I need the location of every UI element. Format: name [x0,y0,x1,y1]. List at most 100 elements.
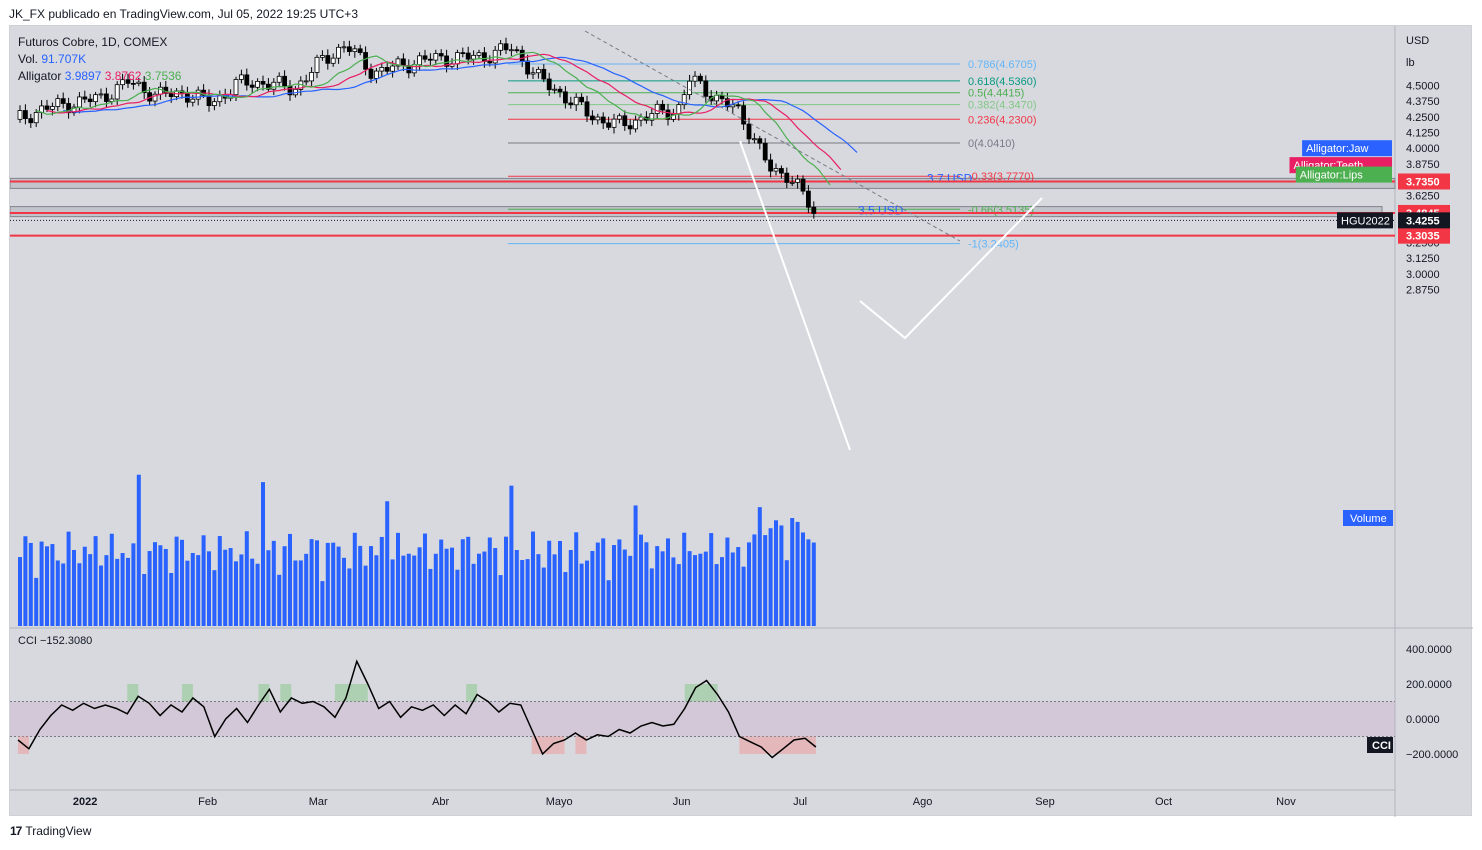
candle-body [168,93,174,97]
usd-annotation: 3.7 USD [927,171,973,185]
candle-body [757,138,763,144]
volume-bar [736,547,741,626]
volume-bar [153,542,157,626]
volume-bar [309,539,314,626]
volume-bar [509,485,514,626]
indicator-tag: Alligator:Jaw [1306,143,1368,155]
volume-bar [223,549,228,626]
candle-body [373,70,379,79]
volume-bar [261,482,265,626]
volume-bar [298,560,303,626]
candle-body [422,55,428,60]
candle-body [141,81,147,94]
cci-overbought-shade [334,684,346,702]
cci-band [10,701,1395,737]
volume-bar [725,537,730,626]
volume-bar [93,536,98,626]
candle-body [314,56,320,73]
candle-body [606,122,611,128]
cci-oversold-shade [542,736,554,754]
candle-body [649,113,655,121]
volume-bar [352,532,357,626]
symbol-tag: HGU2022 [1341,215,1390,227]
volume-bar [126,557,130,626]
cci-overbought-shade [706,684,718,702]
time-tick-label: 2022 [73,796,97,808]
candle-body [249,84,255,88]
volume-bar [293,560,298,626]
candle-body [611,118,617,128]
candle-body [77,96,82,108]
volume-bar [574,532,579,626]
volume-bar [595,542,600,626]
time-tick-label: Ago [913,796,933,808]
level-price-tag: 3.3035 [1398,227,1450,244]
symbol-tag-bg [1337,212,1393,229]
volume-bar [606,580,611,626]
candle-body [779,168,784,174]
volume-bar [617,539,622,626]
candle-body [233,79,239,96]
volume-bar [342,557,346,626]
volume-bar [250,558,255,626]
volume-bar [82,546,87,626]
candle-body [368,68,374,79]
volume-bar [633,505,638,626]
cci-oversold-shade [575,736,587,754]
cci-overbought-shade [466,684,478,702]
candle-body [114,84,120,100]
candle-body [503,43,509,51]
candle-body [206,94,212,107]
volume-bar [406,553,411,626]
volume-bar [336,546,341,626]
time-tick-label: Oct [1155,796,1172,808]
support-zone [10,177,1396,189]
volume-bar [450,547,454,626]
svg-text:3.3035: 3.3035 [1406,231,1440,243]
volume-bar [801,532,805,626]
volume-bar [325,542,330,626]
candle-body [530,72,536,75]
chart-canvas[interactable]: 0.786(4.6705) 0.618(4.5360)0.5(4.4415)0.3… [10,26,1473,817]
price-axis-unit: USD [1406,35,1429,47]
publisher-header: JK_FX publicado en TradingView.com, Jul … [9,7,358,21]
volume-bar [676,564,681,626]
candle-body [28,118,34,124]
indicator-tag-bg [1302,140,1392,157]
candle-body [352,48,358,52]
alligator-lips-line [36,51,831,186]
cci-line [17,659,817,759]
cci-oversold-shade [531,736,543,754]
cci-overbought-shade [695,684,707,702]
tradingview-logo-icon: 17 [10,824,22,838]
candle-body [50,106,55,110]
volume-bar [741,566,746,626]
candle-body [341,46,347,49]
volume-bar [579,563,584,626]
candle-body [579,96,584,103]
fib-label: 0.618(4.5360) [968,76,1037,88]
volume-bar [714,564,719,626]
candle-body [762,142,768,161]
volume-bar [514,549,519,626]
cci-tick-label: 200.0000 [1406,679,1452,691]
volume-bar [50,544,55,626]
volume-bar [412,555,417,626]
candle-body [725,98,730,108]
candle-body [784,172,790,183]
white-trendline [739,140,851,451]
cci-tick-label: 0.0000 [1406,714,1440,726]
time-tick-label: Feb [198,796,217,808]
price-tick-label: 2.8750 [1406,285,1440,297]
time-tick-label: Abr [432,796,449,808]
volume-bar [72,549,76,626]
candle-body [238,74,244,80]
chart-frame[interactable]: 0.786(4.6705) 0.618(4.5360) 0.5(4.4415) 0.3… [9,25,1473,817]
volume-bar [55,560,60,626]
cci-tick-label: 400.0000 [1406,644,1452,656]
volume-bar [552,554,557,626]
volume-bar [396,532,400,626]
candle-body [692,75,698,82]
candle-body [687,80,692,96]
volume-bar [255,563,260,626]
